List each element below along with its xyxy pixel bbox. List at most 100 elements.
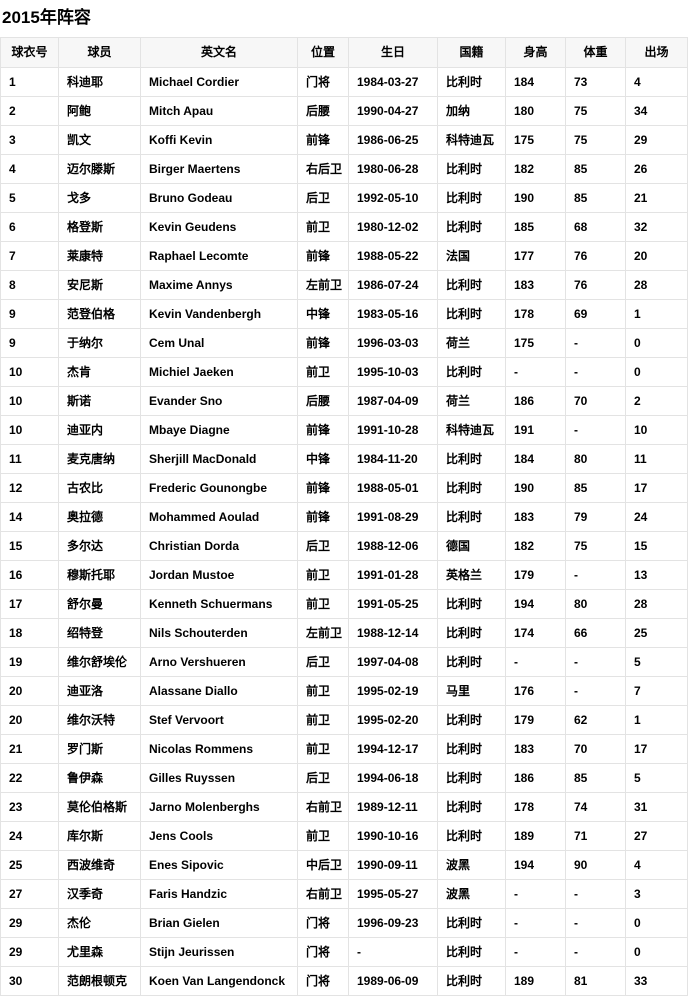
cell-height: 186 bbox=[505, 386, 566, 416]
column-header-number[interactable]: 球衣号 bbox=[0, 37, 59, 68]
column-header-height[interactable]: 身高 bbox=[505, 37, 566, 68]
cell-appearances: 31 bbox=[625, 792, 688, 822]
column-header-appearances[interactable]: 出场 bbox=[625, 37, 688, 68]
cell-nationality: 比利时 bbox=[437, 734, 506, 764]
cell-name_cn: 杰肯 bbox=[58, 357, 141, 387]
cell-name_cn: 迪亚洛 bbox=[58, 676, 141, 706]
cell-height: - bbox=[505, 937, 566, 967]
cell-weight: - bbox=[565, 908, 626, 938]
cell-appearances: 26 bbox=[625, 154, 688, 184]
roster-table-body: 1 科迪耶 Michael Cordier 门将 1984-03-27 比利时 184 73 4… bbox=[0, 67, 688, 996]
cell-name_cn: 汉季奇 bbox=[58, 879, 141, 909]
column-header-name_cn[interactable]: 球员 bbox=[58, 37, 141, 68]
cell-height: 175 bbox=[505, 125, 566, 155]
column-header-weight[interactable]: 体重 bbox=[565, 37, 626, 68]
cell-name_en: Birger Maertens bbox=[140, 154, 298, 184]
cell-position: 后腰 bbox=[297, 96, 349, 126]
cell-height: 184 bbox=[505, 444, 566, 474]
cell-position: 前卫 bbox=[297, 357, 349, 387]
cell-height: 191 bbox=[505, 415, 566, 445]
cell-nationality: 荷兰 bbox=[437, 386, 506, 416]
cell-name_cn: 维尔沃特 bbox=[58, 705, 141, 735]
cell-weight: - bbox=[565, 415, 626, 445]
cell-number: 4 bbox=[0, 154, 59, 184]
cell-position: 后卫 bbox=[297, 647, 349, 677]
cell-weight: 75 bbox=[565, 531, 626, 561]
cell-appearances: 15 bbox=[625, 531, 688, 561]
cell-number: 22 bbox=[0, 763, 59, 793]
cell-name_en: Mbaye Diagne bbox=[140, 415, 298, 445]
cell-number: 30 bbox=[0, 966, 59, 996]
cell-height: 184 bbox=[505, 67, 566, 97]
cell-name_cn: 舒尔曼 bbox=[58, 589, 141, 619]
cell-name_cn: 奥拉德 bbox=[58, 502, 141, 532]
cell-position: 前锋 bbox=[297, 328, 349, 358]
cell-position: 前锋 bbox=[297, 415, 349, 445]
table-row: 4 迈尔滕斯 Birger Maertens 右后卫 1980-06-28 比利时 182 8… bbox=[0, 154, 688, 184]
cell-number: 23 bbox=[0, 792, 59, 822]
table-row: 9 范登伯格 Kevin Vandenbergh 中锋 1983-05-16 比利时 178… bbox=[0, 299, 688, 329]
cell-position: 前卫 bbox=[297, 705, 349, 735]
cell-number: 9 bbox=[0, 328, 59, 358]
column-header-name_en[interactable]: 英文名 bbox=[140, 37, 298, 68]
cell-height: 183 bbox=[505, 270, 566, 300]
cell-nationality: 比利时 bbox=[437, 763, 506, 793]
cell-birthday: 1984-11-20 bbox=[348, 444, 438, 474]
cell-number: 12 bbox=[0, 473, 59, 503]
cell-nationality: 比利时 bbox=[437, 357, 506, 387]
cell-appearances: 29 bbox=[625, 125, 688, 155]
cell-name_en: Stef Vervoort bbox=[140, 705, 298, 735]
cell-weight: - bbox=[565, 560, 626, 590]
cell-position: 门将 bbox=[297, 937, 349, 967]
cell-weight: 71 bbox=[565, 821, 626, 851]
cell-name_cn: 安尼斯 bbox=[58, 270, 141, 300]
cell-name_en: Stijn Jeurissen bbox=[140, 937, 298, 967]
cell-nationality: 比利时 bbox=[437, 444, 506, 474]
cell-position: 前锋 bbox=[297, 241, 349, 271]
table-row: 19 维尔舒埃伦 Arno Vershueren 后卫 1997-04-08 比利时 - -5… bbox=[0, 647, 688, 677]
cell-birthday: 1994-12-17 bbox=[348, 734, 438, 764]
cell-name_cn: 戈多 bbox=[58, 183, 141, 213]
cell-height: 189 bbox=[505, 821, 566, 851]
column-header-position[interactable]: 位置 bbox=[297, 37, 349, 68]
table-row: 14 奥拉德 Mohammed Aoulad 前锋 1991-08-29 比利时 183 79… bbox=[0, 502, 688, 532]
cell-name_cn: 鲁伊森 bbox=[58, 763, 141, 793]
cell-name_cn: 迈尔滕斯 bbox=[58, 154, 141, 184]
cell-weight: - bbox=[565, 328, 626, 358]
cell-birthday: 1980-06-28 bbox=[348, 154, 438, 184]
cell-appearances: 4 bbox=[625, 67, 688, 97]
cell-appearances: 32 bbox=[625, 212, 688, 242]
cell-position: 左前卫 bbox=[297, 618, 349, 648]
cell-number: 27 bbox=[0, 879, 59, 909]
cell-height: 186 bbox=[505, 763, 566, 793]
cell-name_cn: 西波维奇 bbox=[58, 850, 141, 880]
cell-appearances: 34 bbox=[625, 96, 688, 126]
cell-weight: 62 bbox=[565, 705, 626, 735]
cell-nationality: 荷兰 bbox=[437, 328, 506, 358]
column-header-nationality[interactable]: 国籍 bbox=[437, 37, 506, 68]
cell-height: - bbox=[505, 908, 566, 938]
cell-weight: 85 bbox=[565, 763, 626, 793]
cell-birthday: 1989-12-11 bbox=[348, 792, 438, 822]
column-header-birthday[interactable]: 生日 bbox=[348, 37, 438, 68]
cell-birthday: 1991-08-29 bbox=[348, 502, 438, 532]
cell-number: 1 bbox=[0, 67, 59, 97]
table-row: 20 维尔沃特 Stef Vervoort 前卫 1995-02-20 比利时 179 62 1… bbox=[0, 705, 688, 735]
cell-position: 中后卫 bbox=[297, 850, 349, 880]
cell-appearances: 2 bbox=[625, 386, 688, 416]
cell-height: 179 bbox=[505, 705, 566, 735]
table-row: 11 麦克唐纳 Sherjill MacDonald 中锋 1984-11-20 比利时 1… bbox=[0, 444, 688, 474]
cell-weight: 74 bbox=[565, 792, 626, 822]
cell-appearances: 11 bbox=[625, 444, 688, 474]
cell-position: 后卫 bbox=[297, 183, 349, 213]
cell-weight: 75 bbox=[565, 96, 626, 126]
cell-number: 29 bbox=[0, 937, 59, 967]
cell-birthday: 1992-05-10 bbox=[348, 183, 438, 213]
cell-name_en: Raphael Lecomte bbox=[140, 241, 298, 271]
cell-name_cn: 多尔达 bbox=[58, 531, 141, 561]
